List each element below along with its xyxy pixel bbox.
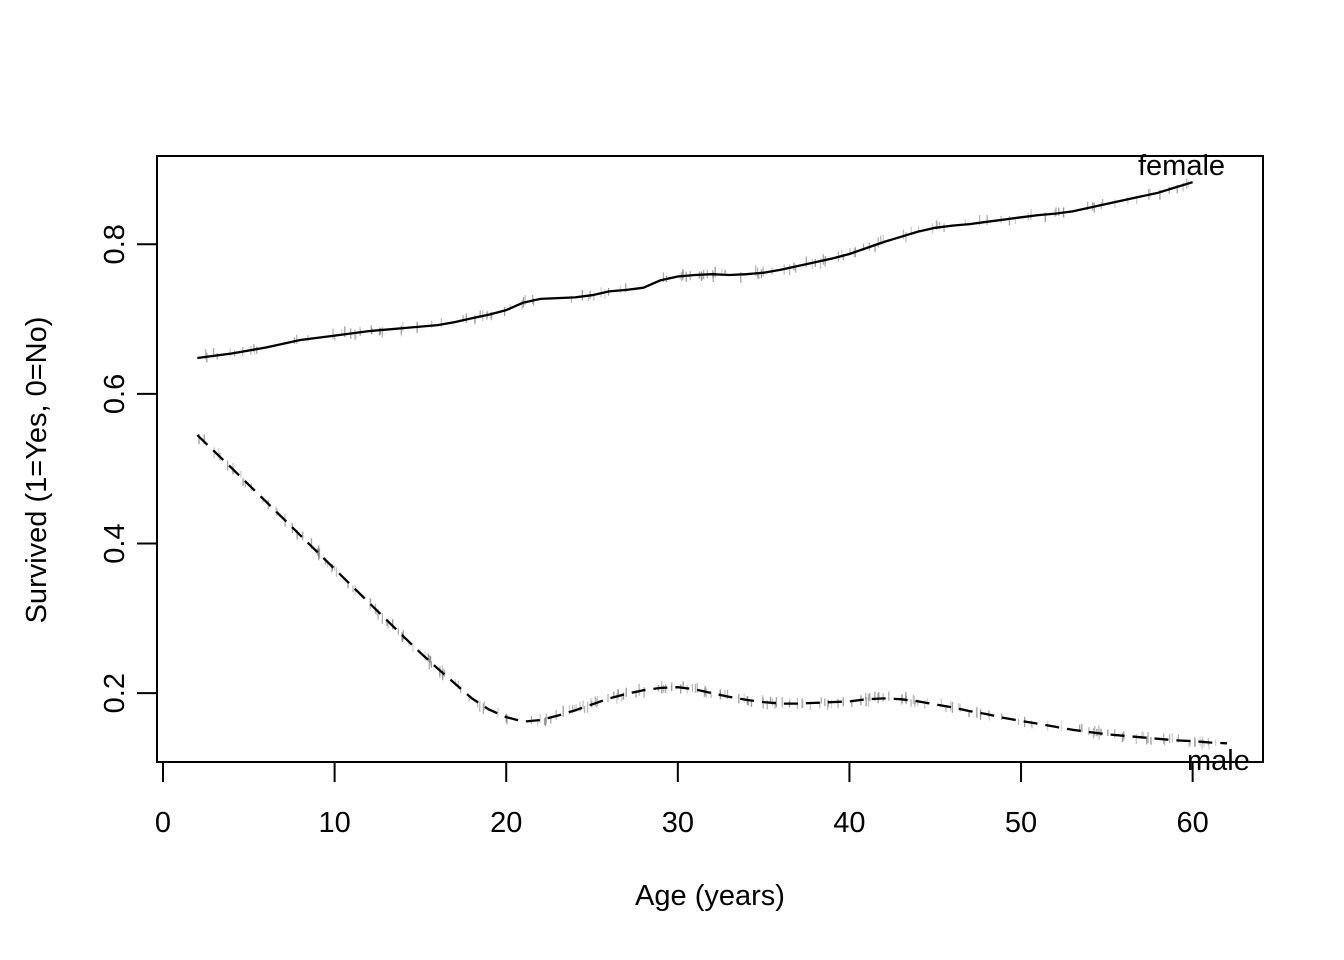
y-tick-label: 0.4 bbox=[99, 523, 131, 563]
x-axis-title: Age (years) bbox=[635, 880, 785, 912]
female-rug-marks bbox=[204, 178, 1190, 363]
plot-box bbox=[156, 155, 1264, 763]
series-label-male: male bbox=[1187, 745, 1250, 777]
series-label-female: female bbox=[1138, 150, 1225, 182]
x-tick-label: 10 bbox=[318, 807, 350, 839]
male-line bbox=[196, 434, 1228, 745]
x-tick-label: 50 bbox=[1005, 807, 1037, 839]
x-tick-label: 60 bbox=[1177, 807, 1209, 839]
female-line bbox=[197, 181, 1193, 360]
y-tick-label: 0.2 bbox=[99, 673, 131, 713]
male-rug-marks bbox=[198, 434, 1217, 750]
x-tick-label: 20 bbox=[490, 807, 522, 839]
y-tick-label: 0.8 bbox=[99, 224, 131, 264]
x-tick-label: 40 bbox=[833, 807, 865, 839]
y-axis-title: Survived (1=Yes, 0=No) bbox=[21, 317, 53, 624]
y-tick-label: 0.6 bbox=[99, 374, 131, 414]
x-tick-label: 0 bbox=[155, 807, 171, 839]
x-tick-label: 30 bbox=[662, 807, 694, 839]
